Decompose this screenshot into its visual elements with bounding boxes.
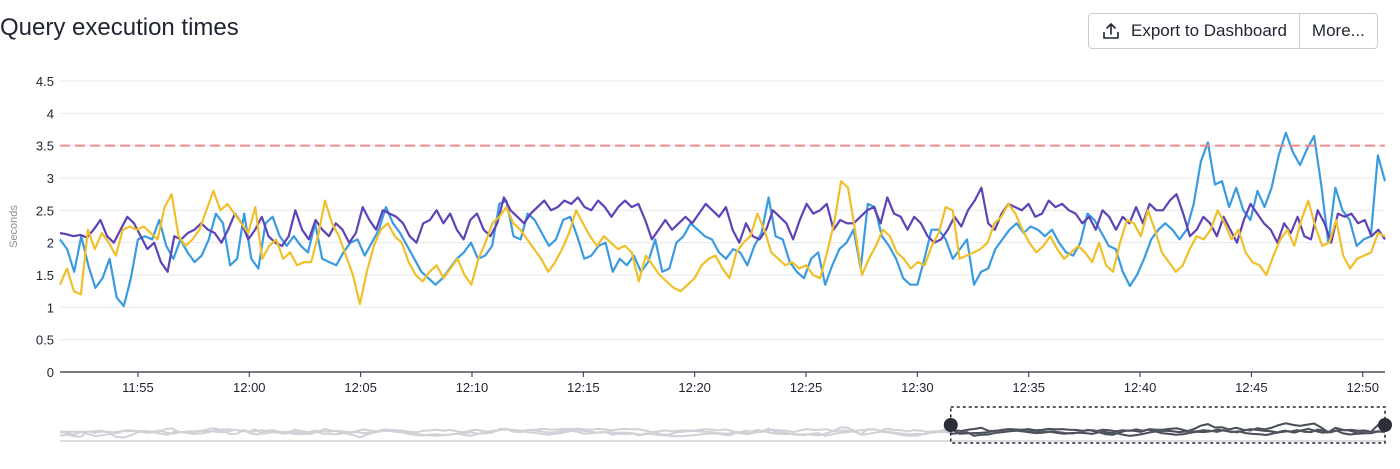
navigator-left-handle[interactable] (943, 418, 958, 432)
series-line-1 (59, 131, 1387, 308)
query-times-chart: 00.511.522.533.544.5 Seconds 11:55 12:00 1… (8, 74, 1392, 444)
y-tick-label: 3.5 (36, 139, 54, 154)
upload-icon (1103, 23, 1119, 39)
range-navigator[interactable] (59, 406, 1392, 444)
series-line-3 (58, 180, 1386, 306)
series-line-2 (59, 186, 1386, 273)
export-button-label: Export to Dashboard (1131, 21, 1287, 40)
x-tick-label: 12:20 (678, 380, 711, 395)
navigator-right-handle[interactable] (1378, 418, 1392, 432)
y-tick-label: 1.5 (36, 268, 54, 283)
navigator-selection-box[interactable] (950, 406, 1386, 444)
x-tick-label: 12:35 (1012, 380, 1045, 395)
y-tick-label: 1 (47, 300, 54, 315)
navigator-selected-series-3 (950, 427, 1385, 437)
x-tick-label: 12:00 (233, 380, 266, 395)
export-to-dashboard-button[interactable]: Export to Dashboard (1089, 14, 1299, 48)
x-tick-label: 12:05 (344, 380, 377, 395)
x-tick-label: 12:40 (1124, 380, 1157, 395)
x-tick-label: 12:25 (790, 380, 823, 395)
x-tick-label: 11:55 (122, 380, 154, 395)
more-button[interactable]: More... (1298, 14, 1377, 48)
y-tick-label: 2 (47, 236, 54, 251)
y-tick-label: 0.5 (36, 333, 54, 348)
x-tick-label: 12:15 (567, 380, 600, 395)
header-actions: Export to Dashboard More... (1088, 13, 1378, 49)
y-axis: 0 0.5 1 1.5 2 2.5 3 3.5 4 4.5 (36, 74, 54, 380)
navigator-selected-series-1 (950, 422, 1385, 437)
x-tick-label: 12:30 (901, 380, 934, 395)
y-tick-label: 0 (47, 365, 54, 380)
y-tick-label: 2.5 (36, 203, 54, 218)
x-tick-label: 12:50 (1346, 380, 1379, 395)
y-axis-label: Seconds (8, 205, 20, 248)
y-tick-label: 4 (47, 106, 54, 121)
x-tick-label: 12:10 (456, 380, 489, 395)
series-layer (58, 131, 1387, 308)
x-tick-label: 12:45 (1235, 380, 1268, 395)
x-axis: 11:55 12:00 12:05 12:10 12:15 12:20 12:25 12:30… (122, 372, 1379, 395)
y-tick-label: 4.5 (36, 74, 54, 89)
page-title: Query execution times (0, 14, 239, 41)
y-tick-label: 3 (47, 171, 54, 186)
navigator-selected-series-2 (950, 426, 1385, 434)
